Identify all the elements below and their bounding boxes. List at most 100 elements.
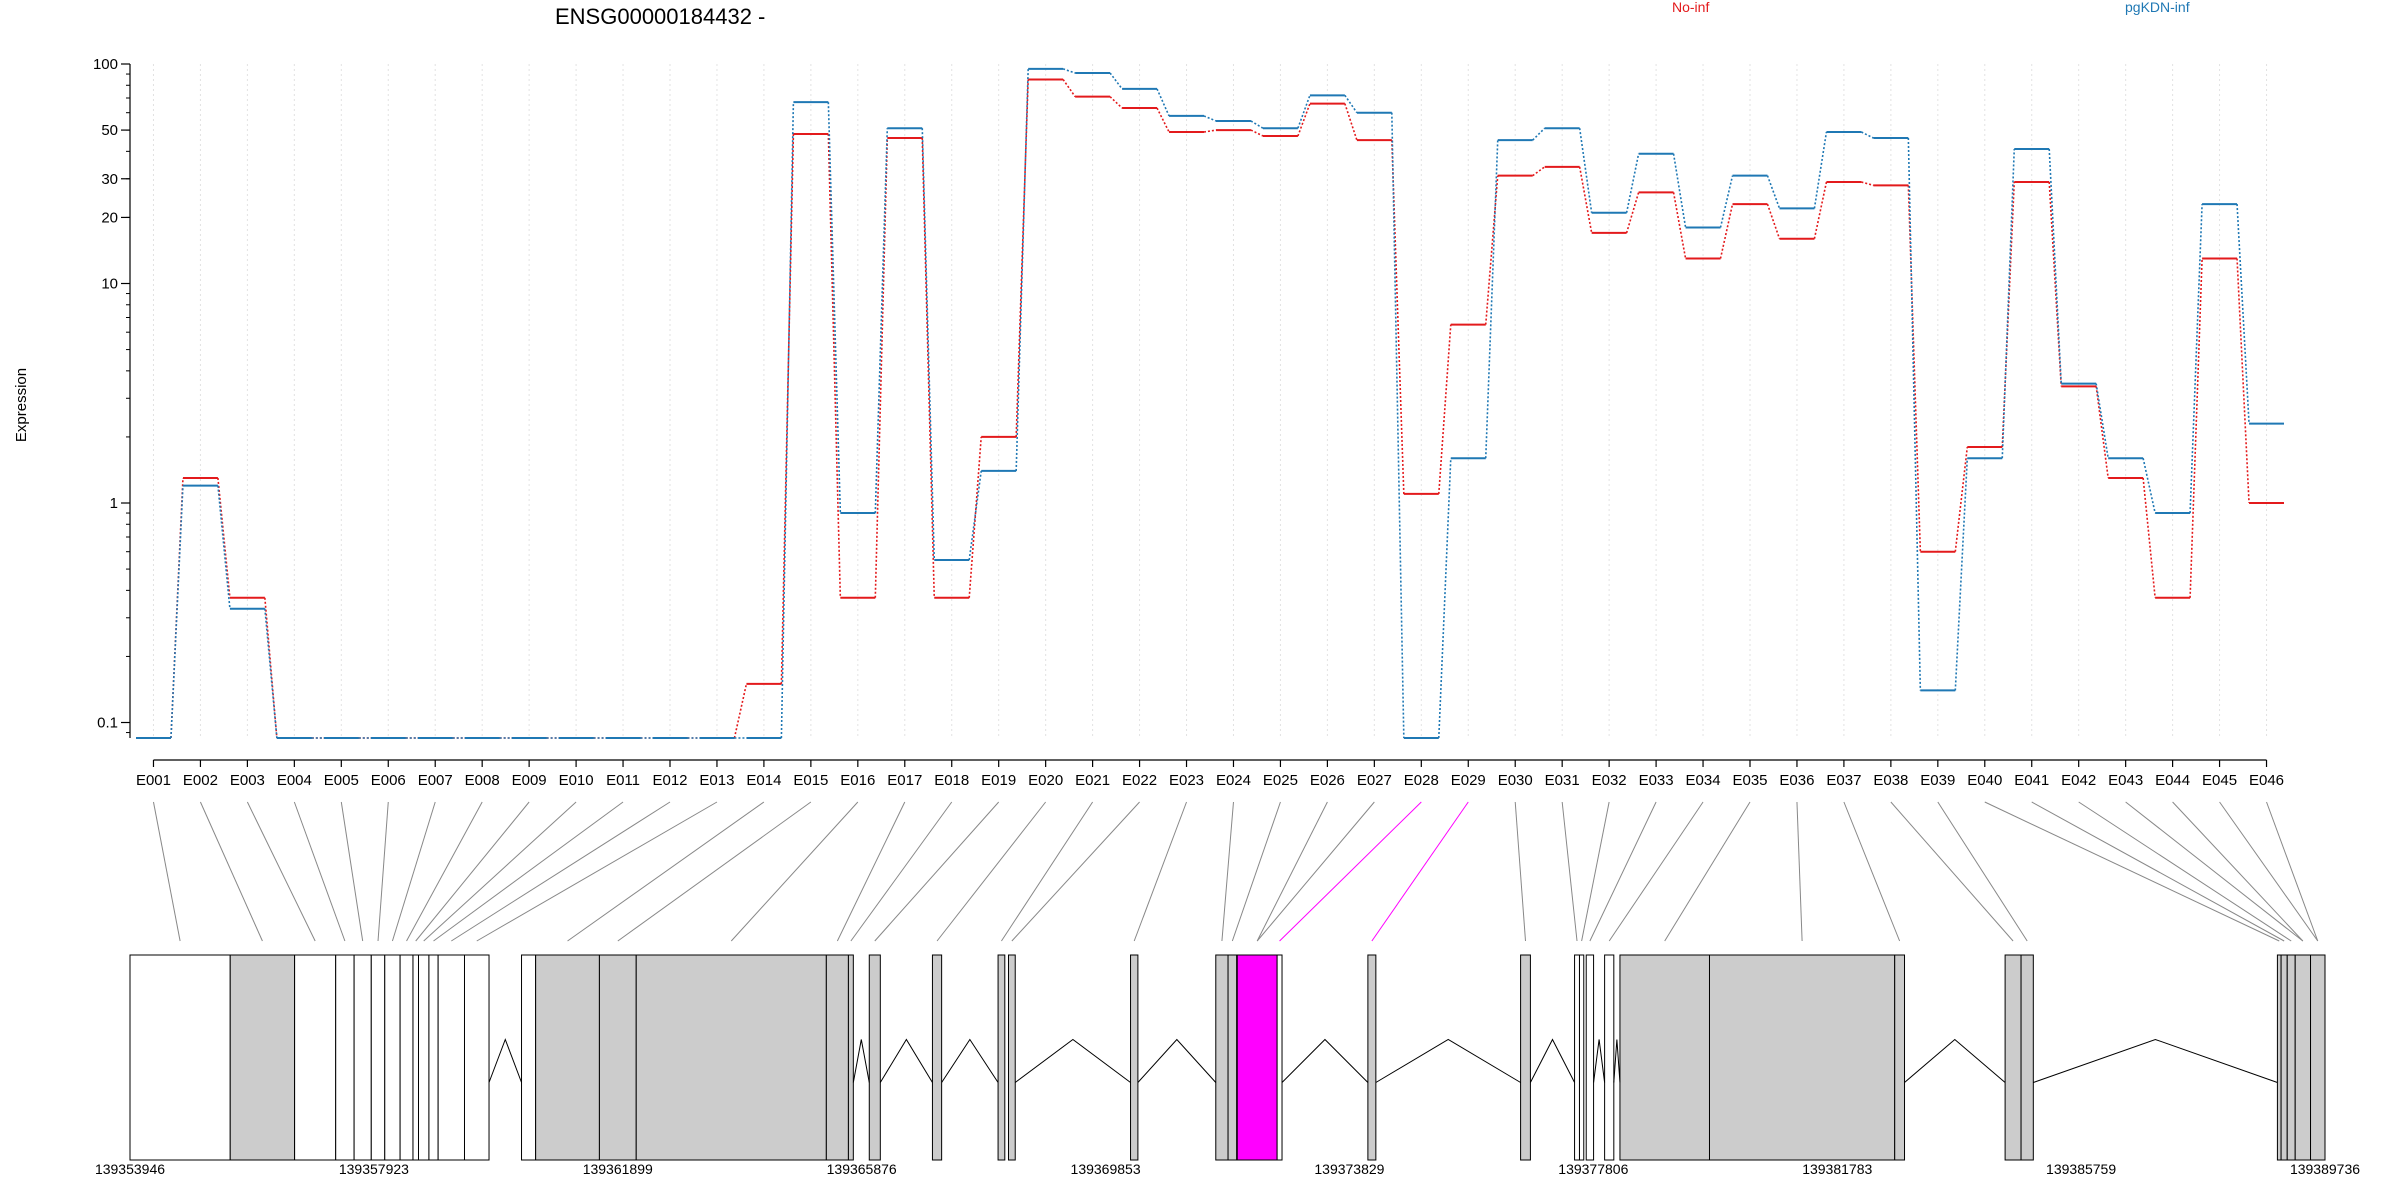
series-connector	[968, 436, 983, 598]
exon-connector	[415, 801, 530, 942]
exon-connector	[423, 801, 577, 942]
y-tick-label: 1	[110, 495, 118, 512]
intron-line	[941, 1038, 999, 1083]
series-connector	[2048, 181, 2063, 387]
exon-label: E001	[136, 772, 171, 789]
exon-block	[2276, 954, 2282, 1161]
exon-connector	[1279, 801, 1422, 942]
intron-line	[1137, 1038, 1217, 1083]
exon-label: E026	[1310, 772, 1345, 789]
exon-label: E028	[1404, 772, 1439, 789]
exon-label: E007	[418, 772, 453, 789]
series-connector	[1484, 140, 1499, 459]
exon-label: E041	[2014, 772, 2049, 789]
exon-label: E029	[1451, 772, 1486, 789]
genomic-coordinate-label: 139389736	[2290, 1161, 2360, 1177]
exon-connector	[340, 801, 364, 942]
series-connector	[1625, 192, 1640, 234]
exon-label: E002	[183, 772, 218, 789]
series-connector	[2142, 477, 2156, 598]
series-connector	[1907, 185, 1922, 552]
series-connector	[874, 138, 889, 598]
exon-block	[1585, 954, 1595, 1161]
exon-connector	[1890, 801, 2014, 942]
series-connector	[1766, 175, 1781, 209]
exon-block	[437, 954, 465, 1161]
exon-label: E039	[1920, 772, 1955, 789]
series-connector	[217, 477, 231, 598]
genomic-coordinate-label: 139365876	[827, 1161, 897, 1177]
series-connector	[2001, 148, 2016, 459]
exon-block	[847, 954, 854, 1161]
series-connector	[1203, 129, 1217, 133]
y-tick-label: 30	[101, 171, 118, 188]
exon-connector	[433, 801, 624, 942]
series-connector	[1437, 324, 1452, 494]
y-tick-label: 100	[93, 56, 118, 73]
genomic-coordinate-label: 139385759	[2046, 1161, 2116, 1177]
exon-block	[2310, 954, 2326, 1161]
genomic-coordinate-label: 139369853	[1071, 1161, 1141, 1177]
series-pgkdn-inf	[136, 67, 2284, 739]
exon-label: E027	[1357, 772, 1392, 789]
intron-line	[1593, 1039, 1606, 1083]
series-connector	[2048, 148, 2063, 384]
exon-block	[463, 954, 490, 1161]
genomic-coordinate-label: 139377806	[1558, 1161, 1628, 1177]
series-connector	[2189, 204, 2203, 514]
series-connector	[170, 485, 184, 739]
series-connector	[2189, 258, 2203, 598]
series-layer	[136, 67, 2284, 739]
exon-block	[2294, 954, 2312, 1161]
exon-block	[428, 954, 439, 1161]
exon-label: E019	[981, 772, 1016, 789]
series-connector	[1391, 112, 1405, 739]
exon-block	[635, 954, 827, 1161]
exon-block	[353, 954, 372, 1161]
exon-label: E043	[2108, 772, 2143, 789]
genomic-coordinate-label: 139373829	[1314, 1161, 1384, 1177]
exon-label: E004	[277, 772, 312, 789]
exon-block	[2020, 954, 2034, 1161]
series-connector	[1672, 153, 1687, 228]
series-connector	[1907, 138, 1922, 691]
exon-label: E023	[1169, 772, 1204, 789]
intron-line	[1904, 1038, 2006, 1083]
series-connector	[1344, 94, 1358, 114]
exon-block	[868, 954, 881, 1161]
exon-block	[399, 954, 414, 1161]
exon-label: E031	[1545, 772, 1580, 789]
series-connector	[1062, 68, 1076, 74]
y-tick-label: 10	[101, 276, 118, 293]
exon-label: E015	[793, 772, 828, 789]
intron-line	[2033, 1038, 2278, 1083]
exon-label: E022	[1122, 772, 1157, 789]
exon-connector	[476, 801, 718, 942]
exon-connector	[2219, 801, 2319, 942]
exon-connector	[1937, 801, 2028, 942]
series-connector	[968, 470, 983, 561]
series-connector	[2236, 258, 2250, 504]
series-connector	[1156, 88, 1170, 117]
exon-block	[1130, 954, 1139, 1161]
y-axis-label: Expression	[13, 368, 30, 442]
exon-block	[1894, 954, 1906, 1161]
genomic-coordinate-label: 139357923	[339, 1161, 409, 1177]
exon-block	[2286, 954, 2296, 1161]
genomic-coordinate-label: 139361899	[583, 1161, 653, 1177]
exon-connector	[1221, 801, 1234, 942]
exon-block	[931, 954, 943, 1161]
exon-connector	[152, 801, 181, 942]
series-connector	[1861, 181, 1874, 187]
exon-label: E020	[1028, 772, 1063, 789]
intron-line	[1529, 1038, 1576, 1083]
exon-label: E008	[465, 772, 500, 789]
exon-label: E012	[652, 772, 687, 789]
exon-label: E030	[1498, 772, 1533, 789]
exon-connector	[730, 801, 859, 942]
exon-connector	[2266, 801, 2319, 942]
series-connector	[2001, 181, 2016, 448]
exon-block	[1215, 954, 1229, 1161]
exon-connector	[1589, 801, 1657, 942]
exon-connector	[1001, 801, 1094, 942]
